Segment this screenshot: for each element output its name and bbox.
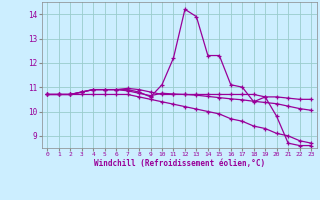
X-axis label: Windchill (Refroidissement éolien,°C): Windchill (Refroidissement éolien,°C) <box>94 159 265 168</box>
